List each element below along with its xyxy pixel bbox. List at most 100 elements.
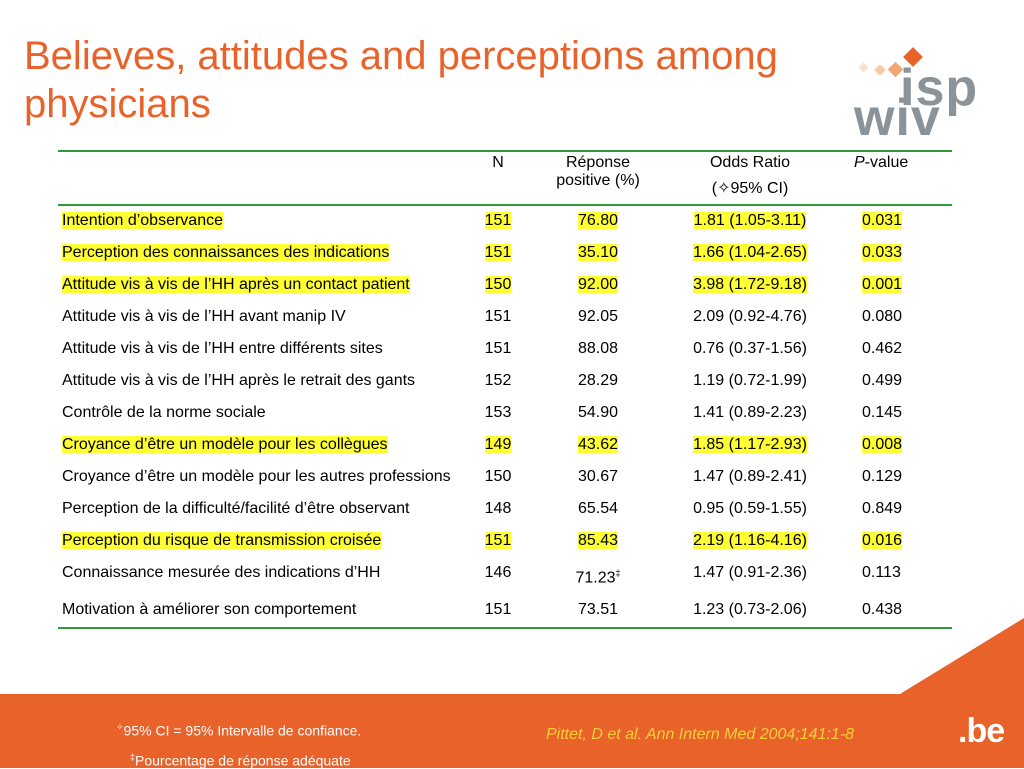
row-n: 151 xyxy=(484,532,512,549)
row-positive-pct: 30.67 xyxy=(577,468,619,485)
row-positive-pct-cell: 65.54 xyxy=(530,494,666,526)
row-odds-ratio: 0.76 (0.37-1.56) xyxy=(693,340,807,357)
row-positive-pct-cell: 92.00 xyxy=(530,270,666,302)
footnote-pct-text: Pourcentage de réponse adéquate xyxy=(135,752,351,769)
row-odds-ratio: 1.66 (1.04-2.65) xyxy=(693,244,807,261)
row-odds-ratio-cell: 1.66 (1.04-2.65) xyxy=(666,238,834,270)
logo-isp-text: isp xyxy=(900,59,979,117)
header-p-italic: P xyxy=(854,154,865,171)
row-odds-ratio: 1.47 (0.91-2.36) xyxy=(693,564,807,581)
row-n-cell: 148 xyxy=(466,494,530,526)
row-p-value: 0.031 xyxy=(862,212,903,229)
row-label-cell: Croyance d’être un modèle pour les autre… xyxy=(58,462,466,494)
orange-footer-band xyxy=(0,694,1024,768)
header-p-rest: -value xyxy=(864,154,909,171)
footnote-pct-mark: ‡ xyxy=(130,752,136,762)
row-p-value-cell: 0.033 xyxy=(834,238,952,270)
row-odds-ratio-cell: 1.23 (0.73-2.06) xyxy=(666,595,834,628)
table-row: Attitude vis à vis de l’HH entre différe… xyxy=(58,334,952,366)
row-odds-ratio-cell: 1.85 (1.17-2.93) xyxy=(666,430,834,462)
row-n: 150 xyxy=(484,468,512,485)
be-brand-mark: .be xyxy=(958,712,1005,750)
footnote-ci-text: 95% CI = 95% Intervalle de confiance. xyxy=(123,722,362,739)
row-n: 151 xyxy=(484,212,512,229)
row-odds-ratio: 1.23 (0.73-2.06) xyxy=(693,601,807,619)
row-n: 150 xyxy=(484,276,512,293)
row-p-value-cell: 0.080 xyxy=(834,302,952,334)
header-odds-ratio: Odds Ratio (✧95% CI) xyxy=(666,151,834,205)
row-odds-ratio-cell: 2.09 (0.92-4.76) xyxy=(666,302,834,334)
header-reponse-line2: positive (%) xyxy=(556,172,640,189)
row-n-cell: 150 xyxy=(466,462,530,494)
results-table: N Réponse positive (%) Odds Ratio (✧95% … xyxy=(58,150,952,629)
header-p-value: P-value xyxy=(834,151,952,205)
row-positive-pct-cell: 88.08 xyxy=(530,334,666,366)
row-odds-ratio: 0.95 (0.59-1.55) xyxy=(693,500,807,517)
row-n-cell: 151 xyxy=(466,205,530,238)
row-p-value-cell: 0.849 xyxy=(834,494,952,526)
row-p-value: 0.080 xyxy=(862,308,903,325)
row-label: Perception du risque de transmission cro… xyxy=(62,532,382,549)
row-n: 146 xyxy=(484,564,512,581)
row-positive-pct: 35.10 xyxy=(577,244,619,261)
row-positive-pct-cell: 43.62 xyxy=(530,430,666,462)
row-p-value-cell: 0.008 xyxy=(834,430,952,462)
table-row: Perception du risque de transmission cro… xyxy=(58,526,952,558)
table-row: Motivation à améliorer son comportement 1… xyxy=(58,595,952,629)
row-label: Attitude vis à vis de l’HH avant manip I… xyxy=(62,308,346,325)
row-positive-pct-cell: 92.05 xyxy=(530,302,666,334)
row-p-value: 0.462 xyxy=(862,340,903,357)
row-n: 151 xyxy=(484,244,512,261)
row-positive-pct-cell: 28.29 xyxy=(530,366,666,398)
row-p-value: 0.849 xyxy=(862,500,903,517)
table-row: Perception des connaissances des indicat… xyxy=(58,238,952,270)
row-n: 151 xyxy=(484,340,512,357)
row-n-cell: 152 xyxy=(466,366,530,398)
row-label: Perception des connaissances des indicat… xyxy=(62,244,390,261)
row-odds-ratio-cell: 1.47 (0.91-2.36) xyxy=(666,558,834,595)
table-row: Croyance d’être un modèle pour les collè… xyxy=(58,430,952,462)
row-p-value-cell: 0.113 xyxy=(834,558,952,595)
row-positive-pct-cell: 85.43 xyxy=(530,526,666,558)
table-row: Attitude vis à vis de l’HH avant manip I… xyxy=(58,302,952,334)
row-label-cell: Intention d’observance xyxy=(58,205,466,238)
row-positive-pct-mark: ‡ xyxy=(615,568,621,578)
row-odds-ratio-cell: 2.19 (1.16-4.16) xyxy=(666,526,834,558)
row-p-value: 0.008 xyxy=(862,436,903,453)
table-row: Contrôle de la norme sociale 153 54.90 1.41… xyxy=(58,398,952,430)
row-n: 148 xyxy=(484,500,512,517)
row-positive-pct: 85.43 xyxy=(577,532,619,549)
row-label: Attitude vis à vis de l’HH après un cont… xyxy=(62,276,410,293)
row-odds-ratio: 3.98 (1.72-9.18) xyxy=(693,276,807,293)
row-p-value: 0.001 xyxy=(862,276,903,293)
row-p-value-cell: 0.001 xyxy=(834,270,952,302)
row-label-cell: Attitude vis à vis de l’HH après un cont… xyxy=(58,270,466,302)
row-n: 152 xyxy=(484,372,512,389)
row-label-cell: Attitude vis à vis de l’HH entre différe… xyxy=(58,334,466,366)
header-odds-line1: Odds Ratio xyxy=(709,154,791,171)
row-label-cell: Perception des connaissances des indicat… xyxy=(58,238,466,270)
row-positive-pct: 71.23 xyxy=(575,569,616,587)
row-n-cell: 153 xyxy=(466,398,530,430)
row-odds-ratio-cell: 0.95 (0.59-1.55) xyxy=(666,494,834,526)
footnote-pct: ‡Pourcentage de réponse adéquate xyxy=(130,752,351,769)
row-odds-ratio-cell: 1.41 (0.89-2.23) xyxy=(666,398,834,430)
row-n-cell: 151 xyxy=(466,238,530,270)
table-header-row: N Réponse positive (%) Odds Ratio (✧95% … xyxy=(58,151,952,205)
row-odds-ratio-cell: 1.81 (1.05-3.11) xyxy=(666,205,834,238)
row-n-cell: 150 xyxy=(466,270,530,302)
row-odds-ratio: 1.19 (0.72-1.99) xyxy=(693,372,807,389)
row-p-value: 0.113 xyxy=(862,564,901,581)
row-label-cell: Attitude vis à vis de l’HH après le retr… xyxy=(58,366,466,398)
header-reponse: Réponse positive (%) xyxy=(530,151,666,205)
table-row: Attitude vis à vis de l’HH après un cont… xyxy=(58,270,952,302)
row-odds-ratio-cell: 1.47 (0.89-2.41) xyxy=(666,462,834,494)
row-n: 149 xyxy=(484,436,512,453)
row-n-cell: 151 xyxy=(466,526,530,558)
row-n: 151 xyxy=(484,308,512,325)
row-positive-pct: 65.54 xyxy=(577,500,619,517)
row-positive-pct-cell: 30.67 xyxy=(530,462,666,494)
row-odds-ratio: 2.09 (0.92-4.76) xyxy=(693,308,807,325)
row-label: Contrôle de la norme sociale xyxy=(62,404,266,421)
orange-corner-accent xyxy=(900,618,1024,694)
